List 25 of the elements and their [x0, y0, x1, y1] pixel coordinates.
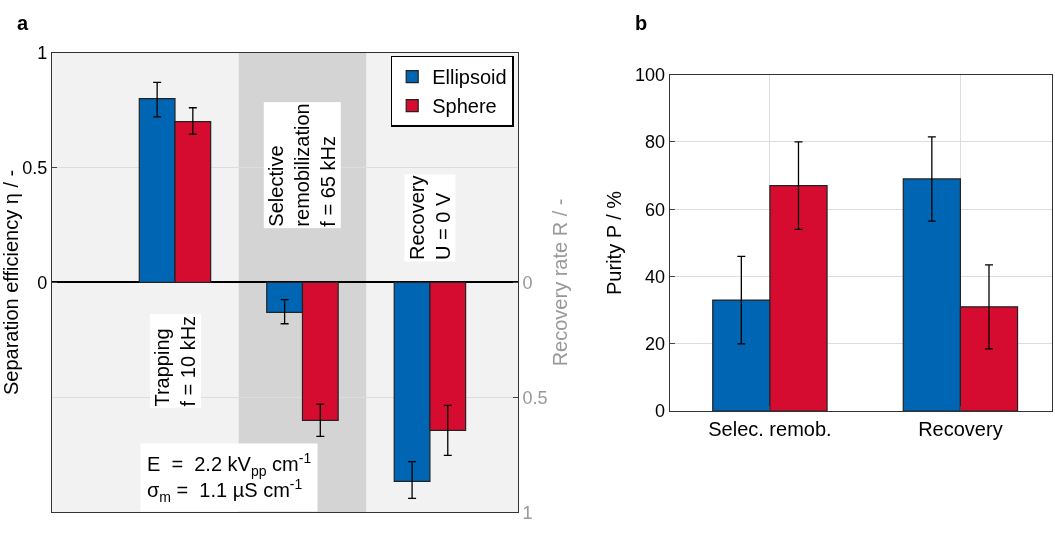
y2-tick-label: 0.5	[522, 387, 548, 408]
chart-title: a	[17, 12, 29, 34]
y-axis-title: Separation efficiency η / -	[0, 169, 22, 396]
y-tick-label: 40	[645, 266, 666, 287]
annotation: Trapping f = 10 kHz	[151, 315, 200, 407]
y-tick-label: 0	[655, 401, 666, 422]
y2-axis-title: Recovery rate R / -	[549, 198, 572, 367]
x-tick-label: Recovery	[918, 418, 1003, 441]
y2-tick-label: 0	[522, 272, 533, 293]
x-tick-label: Selec. remob.	[708, 418, 832, 441]
annotation: Selective remobilization f = 65 kHz	[265, 103, 340, 227]
y-tick-label: 0.5	[22, 157, 48, 178]
y-tick-label: 60	[645, 199, 666, 220]
y-tick-label: 0	[37, 272, 48, 293]
legend-label: Ellipsoid	[432, 66, 507, 89]
y2-tick-label: 1	[522, 502, 533, 523]
legend-label: Sphere	[432, 95, 497, 118]
y-tick-label: 20	[645, 334, 666, 355]
chart-title: b	[635, 12, 648, 34]
text: E = 2.2 kV$_{pp}$ cm$^{-1}$ σ$_{m}$ = 1.1 µS cm$^{-1}$	[147, 450, 312, 505]
y-tick-label: 100	[635, 64, 666, 85]
annotation: Recovery U = 0 V	[405, 175, 454, 260]
y-tick-label: 1	[37, 42, 48, 63]
y-tick-label: 80	[645, 132, 666, 153]
y-axis-title: Purity P / %	[602, 190, 625, 295]
